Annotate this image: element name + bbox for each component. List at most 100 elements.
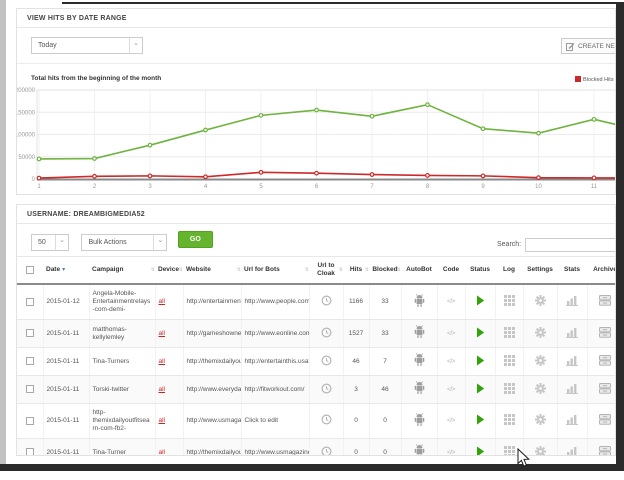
cell-date: 2015-01-11 bbox=[43, 319, 90, 348]
code-icon[interactable]: </> bbox=[447, 357, 455, 365]
cell-website: http://themixdailyoutfitser... bbox=[183, 438, 242, 455]
bulk-actions-select[interactable]: Bulk Actions ⌄ bbox=[81, 234, 168, 251]
grid-icon[interactable] bbox=[503, 326, 515, 340]
bar-chart-icon[interactable] bbox=[566, 446, 578, 455]
row-checkbox[interactable] bbox=[25, 329, 34, 338]
col-header-campaign[interactable]: Campaign ⇅ bbox=[89, 256, 155, 285]
archive-icon[interactable] bbox=[599, 354, 611, 368]
archive-icon[interactable] bbox=[599, 414, 611, 427]
col-header-checkbox bbox=[17, 256, 43, 285]
row-checkbox[interactable] bbox=[25, 416, 34, 425]
row-checkbox[interactable] bbox=[25, 357, 34, 366]
col-header-log[interactable]: Log bbox=[495, 256, 523, 285]
code-icon[interactable]: </> bbox=[447, 417, 455, 424]
cell-url-for-bots[interactable]: http://entertainthis.usatod... bbox=[241, 347, 310, 376]
search-input[interactable] bbox=[525, 237, 615, 252]
code-icon[interactable]: </> bbox=[447, 448, 455, 456]
device-link[interactable]: all bbox=[158, 298, 166, 305]
col-header-blocked[interactable]: Blocked ⇅ bbox=[369, 256, 401, 285]
cell-url-for-bots[interactable]: http://www.people.com/ar... bbox=[241, 284, 310, 320]
archive-icon[interactable] bbox=[599, 382, 611, 396]
col-label: Stats bbox=[564, 266, 580, 273]
play-icon[interactable] bbox=[476, 383, 485, 396]
row-checkbox[interactable] bbox=[25, 297, 34, 306]
device-link[interactable]: all bbox=[158, 357, 166, 365]
legend-blocked-hits: Blocked Hits bbox=[575, 76, 614, 83]
window-border-top bbox=[62, 2, 624, 4]
col-header-date[interactable]: Date ▾ bbox=[43, 256, 89, 285]
android-icon[interactable] bbox=[413, 353, 426, 369]
device-link[interactable]: all bbox=[158, 329, 166, 337]
android-icon[interactable] bbox=[413, 444, 426, 455]
grid-icon[interactable] bbox=[503, 445, 515, 455]
android-icon[interactable] bbox=[413, 325, 426, 341]
cell-device: all bbox=[155, 319, 184, 348]
play-icon[interactable] bbox=[476, 446, 485, 455]
archive-icon[interactable] bbox=[599, 326, 611, 340]
android-icon[interactable] bbox=[413, 293, 426, 310]
gear-icon[interactable] bbox=[534, 414, 546, 427]
cell-url-to-cloak bbox=[309, 403, 344, 439]
gear-icon[interactable] bbox=[534, 445, 546, 455]
bar-chart-icon[interactable] bbox=[566, 415, 578, 427]
date-range-select[interactable]: Today ⌄ bbox=[31, 37, 143, 54]
bar-chart-icon[interactable] bbox=[566, 296, 578, 308]
play-icon[interactable] bbox=[476, 327, 485, 340]
device-link[interactable]: all bbox=[158, 448, 166, 456]
android-icon[interactable] bbox=[413, 381, 426, 397]
cell-url-for-bots[interactable]: Click to edit bbox=[241, 403, 310, 439]
device-link[interactable]: all bbox=[158, 385, 166, 393]
col-header-code[interactable]: Code bbox=[437, 256, 465, 285]
device-link[interactable]: all bbox=[158, 417, 166, 424]
col-header-settings[interactable]: Settings bbox=[523, 256, 557, 285]
archive-icon[interactable] bbox=[599, 445, 611, 455]
clock-icon bbox=[320, 295, 332, 308]
cell-log bbox=[495, 438, 524, 455]
row-checkbox[interactable] bbox=[25, 448, 34, 455]
code-icon[interactable]: </> bbox=[447, 298, 455, 305]
grid-icon[interactable] bbox=[503, 354, 515, 368]
cell-url-for-bots[interactable]: http://fitworkout.com/ bbox=[241, 375, 310, 404]
grid-icon[interactable] bbox=[503, 382, 515, 396]
play-icon[interactable] bbox=[476, 295, 485, 308]
bar-chart-icon[interactable] bbox=[566, 355, 578, 368]
cell-stats bbox=[557, 319, 588, 348]
select-all-checkbox[interactable] bbox=[26, 265, 34, 274]
col-header-status[interactable]: Status bbox=[465, 256, 495, 285]
play-icon[interactable] bbox=[476, 414, 485, 427]
gear-icon[interactable] bbox=[534, 354, 546, 368]
archive-icon[interactable] bbox=[599, 295, 611, 308]
col-header-autobot[interactable]: AutoBot bbox=[401, 256, 437, 285]
page-size-select[interactable]: 50 ⌄ bbox=[31, 234, 69, 251]
sort-arrow-icon: ▾ bbox=[62, 267, 66, 273]
cell-url-for-bots[interactable]: http://www.usmagazine.c... bbox=[241, 438, 310, 455]
cell-checkbox bbox=[17, 347, 44, 376]
col-label: Archive bbox=[593, 266, 616, 273]
code-icon[interactable]: </> bbox=[447, 329, 455, 337]
create-campaign-button[interactable]: CREATE NEW CAMPAIGN bbox=[561, 38, 615, 54]
col-header-hits[interactable]: Hits ⇅ bbox=[343, 256, 369, 285]
cell-stats bbox=[557, 284, 588, 320]
col-header-stats[interactable]: Stats bbox=[557, 256, 587, 285]
col-header-url_for_bots[interactable]: Url for Bots ⇅ bbox=[241, 256, 309, 285]
android-icon[interactable] bbox=[413, 412, 426, 429]
cell-stats bbox=[557, 403, 588, 439]
col-header-archive[interactable]: Archive bbox=[587, 256, 616, 285]
gear-icon[interactable] bbox=[534, 382, 546, 396]
row-checkbox[interactable] bbox=[25, 385, 34, 394]
grid-icon[interactable] bbox=[503, 414, 515, 427]
cell-url-for-bots[interactable]: http://www.eonline.com/n... bbox=[241, 319, 310, 348]
gear-icon[interactable] bbox=[534, 326, 546, 340]
go-button[interactable]: GO bbox=[177, 231, 213, 248]
col-header-device[interactable]: Device ⇅ bbox=[155, 256, 183, 285]
play-icon[interactable] bbox=[476, 355, 485, 368]
bar-chart-icon[interactable] bbox=[566, 327, 578, 340]
col-header-url_to_cloak[interactable]: Url to Cloak ⇅ bbox=[309, 256, 343, 285]
clock-icon bbox=[320, 382, 332, 396]
bar-chart-icon[interactable] bbox=[566, 383, 578, 396]
cell-checkbox bbox=[17, 284, 44, 320]
gear-icon[interactable] bbox=[534, 295, 546, 308]
col-header-website[interactable]: Website ⇅ bbox=[183, 256, 241, 285]
grid-icon[interactable] bbox=[503, 295, 515, 308]
code-icon[interactable]: </> bbox=[447, 385, 455, 393]
